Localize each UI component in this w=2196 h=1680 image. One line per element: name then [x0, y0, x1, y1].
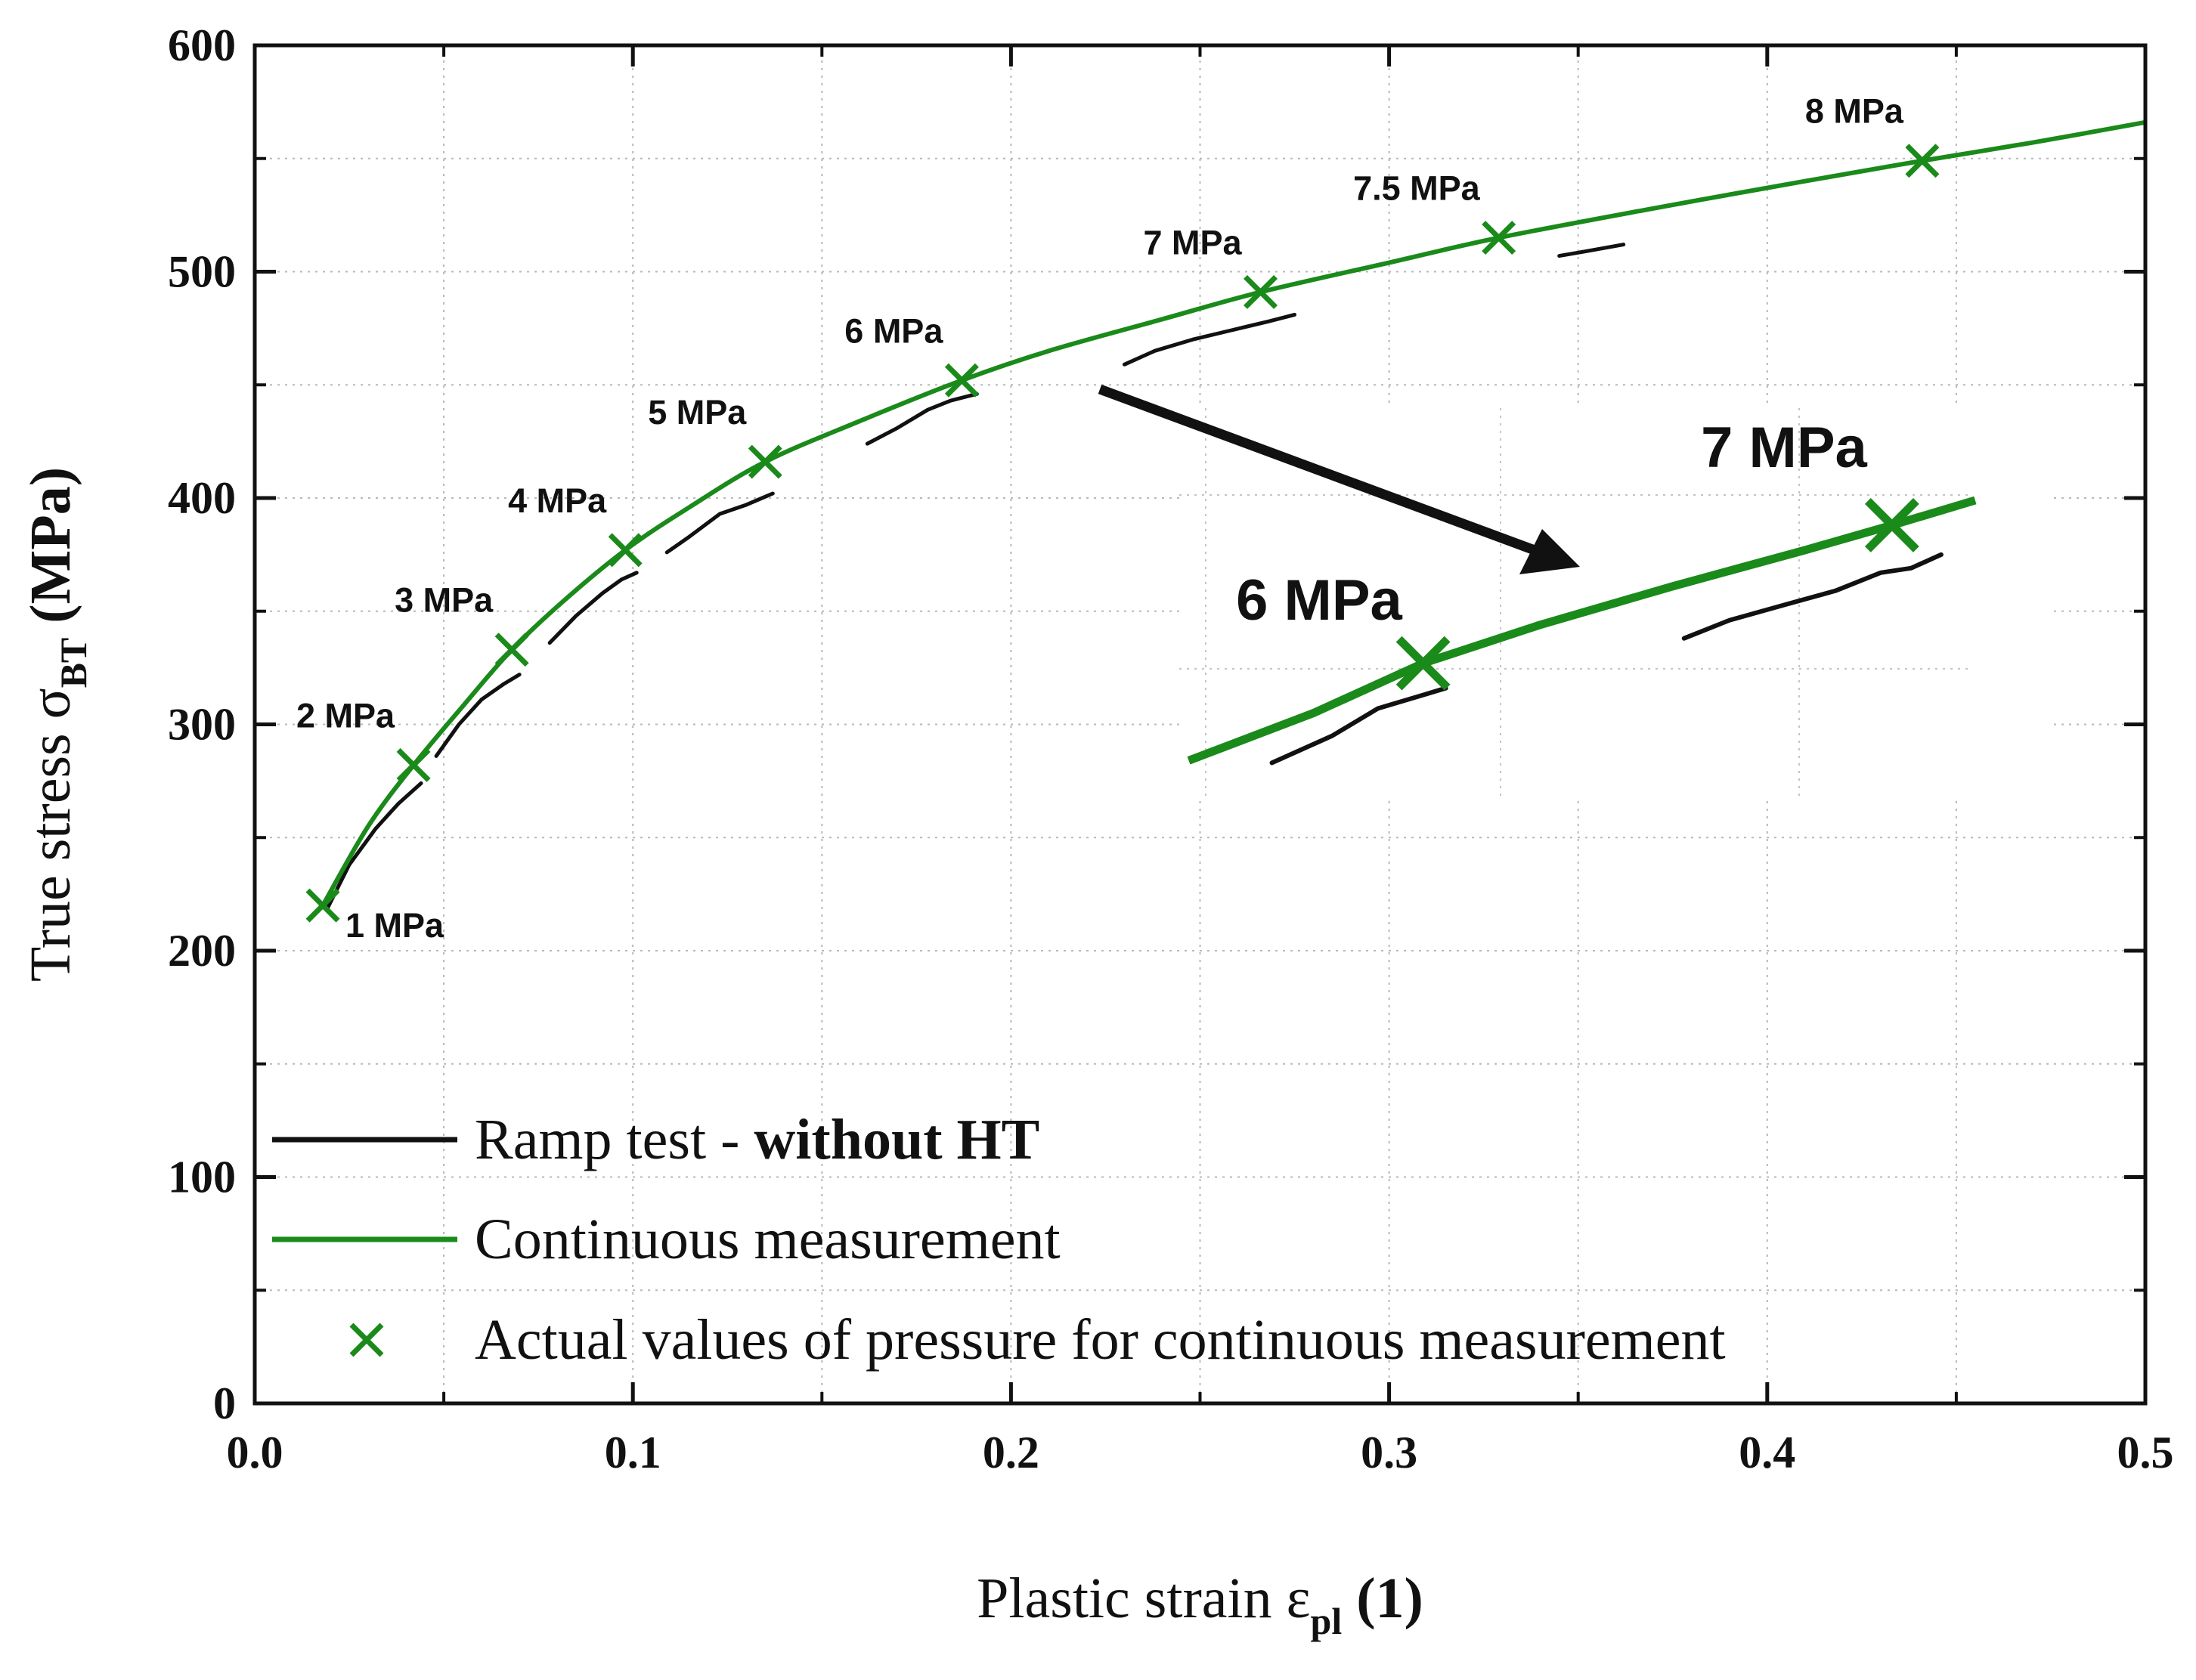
- x-axis-label: Plastic strain εpl (1): [977, 1567, 1423, 1642]
- pressure-marker-stroke: [1905, 144, 1940, 178]
- legend-entry-bold: without HT: [754, 1108, 1039, 1171]
- pressure-label: 3 MPa: [395, 581, 494, 620]
- legend-entry-text: Continuous measurement: [475, 1208, 1061, 1271]
- pressure-label: 4 MPa: [508, 481, 607, 520]
- y-tick-label: 0: [213, 1378, 236, 1428]
- x-axis-label-sub: pl: [1311, 1600, 1343, 1642]
- pressure-marker-stroke: [1244, 274, 1278, 309]
- y-tick-label: 200: [168, 926, 236, 976]
- x-tick-label: 0.5: [2117, 1428, 2174, 1477]
- legend-entry-plain: Actual values of pressure for continuous…: [475, 1308, 1726, 1372]
- pressure-marker: [1905, 144, 1940, 178]
- data-series: 1 MPa 2 MPa 3 MPa 4 MPa 5 MPa 6 MPa 7 MPa 7.5 M…: [296, 92, 2146, 945]
- ramp-test-segment: [865, 391, 979, 446]
- inset-ramp-segment: [1681, 552, 1944, 641]
- y-tick-label: 500: [168, 247, 236, 297]
- legend-entry-text: Ramp test - without HT: [475, 1108, 1039, 1171]
- pressure-marker: [748, 444, 782, 479]
- y-tick-label: 400: [168, 473, 236, 523]
- pressure-marker-stroke: [944, 363, 979, 398]
- inset-marker-stroke: [1395, 636, 1451, 691]
- legend: Ramp test - without HT Continuous measure…: [272, 1108, 1726, 1372]
- x-tick-label: 0.4: [1739, 1428, 1795, 1477]
- ramp-test-segment: [434, 673, 522, 758]
- inset-zoom: 6 MPa 7 MPa: [1098, 384, 2049, 801]
- x-tick-label: 0.2: [983, 1428, 1039, 1477]
- pressure-marker: [944, 363, 979, 398]
- pressure-label: 5 MPa: [648, 393, 747, 432]
- pressure-marker-stroke: [1482, 221, 1516, 255]
- y-axis-label-sub: BT: [52, 638, 94, 688]
- x-axis-label-main: Plastic strain ε: [977, 1567, 1310, 1630]
- legend-entry-text: Actual values of pressure for continuous…: [475, 1308, 1726, 1372]
- pressure-label: 2 MPa: [296, 696, 395, 735]
- ramp-test-segment: [547, 571, 639, 645]
- pressure-marker: [396, 747, 431, 782]
- legend-symbol-x: [349, 1323, 384, 1357]
- y-tick-label: 600: [168, 20, 236, 70]
- inset-marker: [1864, 498, 1919, 552]
- legend-entry-plain: Ramp test -: [475, 1108, 754, 1171]
- pressure-marker-stroke: [305, 888, 340, 923]
- pressure-marker-stroke: [396, 747, 431, 782]
- inset-continuous-line: [1187, 496, 1977, 765]
- pressure-label: 7.5 MPa: [1353, 169, 1481, 208]
- pressure-label: 1 MPa: [345, 906, 444, 945]
- pressure-marker: [305, 888, 340, 923]
- pressure-marker-stroke: [494, 633, 529, 667]
- zoom-arrow-head: [1519, 529, 1580, 574]
- zoom-arrow-shaft: [1098, 384, 1537, 555]
- y-axis-label-main: True stress σ: [19, 688, 82, 982]
- axes: 0.0 0.1 0.2 0.3 0.4 0.5 0 100 200 300 400 500 600 Pla…: [19, 20, 2174, 1642]
- x-tick-label: 0.1: [605, 1428, 661, 1477]
- pressure-label: 8 MPa: [1805, 92, 1904, 131]
- inset-ramp-segment: [1269, 685, 1448, 766]
- pressure-marker: [1482, 221, 1516, 255]
- legend-entry-plain: Continuous measurement: [475, 1208, 1061, 1271]
- x-tick-label: 0.0: [227, 1428, 283, 1477]
- inset-label-6mpa: 6 MPa: [1236, 568, 1402, 633]
- pressure-label: 6 MPa: [844, 311, 943, 350]
- y-tick-label: 100: [168, 1152, 236, 1202]
- pressure-marker: [1244, 274, 1278, 309]
- x-tick-label: 0.3: [1361, 1428, 1417, 1477]
- legend-symbol-x-stroke: [349, 1323, 384, 1357]
- y-axis-label: True stress σBT (MPa): [19, 467, 94, 982]
- pressure-marker: [608, 533, 643, 568]
- y-tick-label: 300: [168, 700, 236, 750]
- pressure-marker-stroke: [748, 444, 782, 479]
- pressure-marker-stroke: [608, 533, 643, 568]
- inset-label-7mpa: 7 MPa: [1701, 416, 1867, 480]
- inset-marker-stroke: [1864, 498, 1919, 552]
- pressure-label: 7 MPa: [1143, 223, 1242, 261]
- pressure-marker: [494, 633, 529, 667]
- ramp-test-segment: [664, 491, 775, 555]
- inset-marker: [1395, 636, 1451, 691]
- x-axis-label-unit: (1): [1342, 1567, 1423, 1630]
- ramp-test-segment: [1557, 243, 1626, 258]
- y-axis-label-unit: (MPa): [19, 467, 82, 638]
- ramp-test-segment: [324, 781, 423, 912]
- ramp-test-segment: [1122, 312, 1297, 367]
